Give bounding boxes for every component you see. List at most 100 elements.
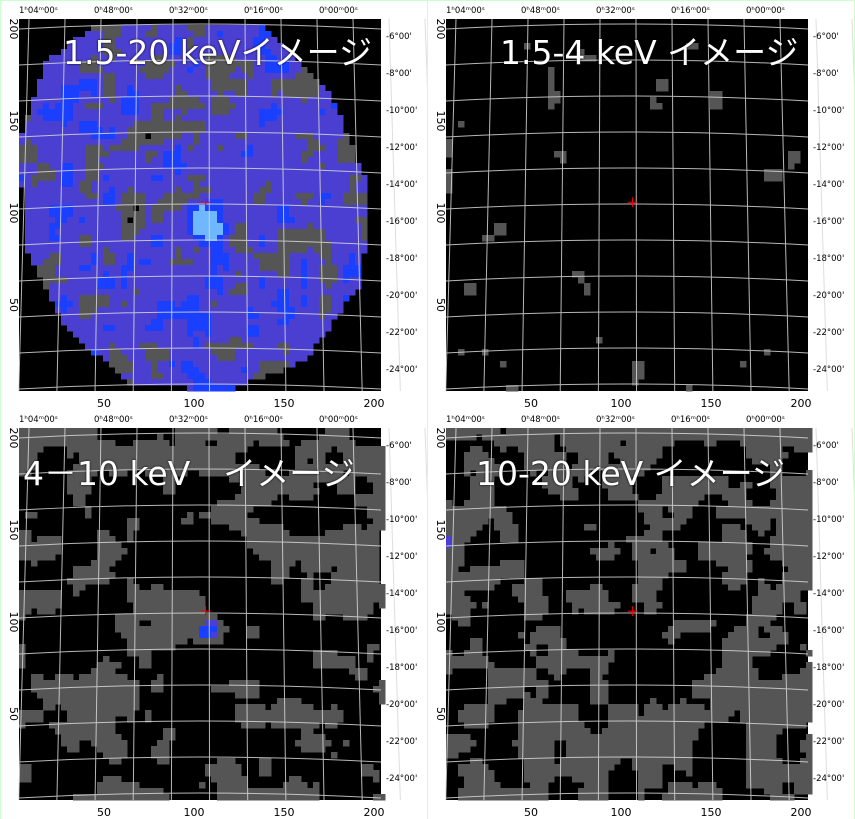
intensity-pixel [301,794,308,801]
intensity-pixel [121,632,128,639]
intensity-pixel [277,554,284,561]
ra-gridline [671,18,676,392]
intensity-pixel [235,307,242,314]
intensity-pixel [211,770,218,777]
intensity-pixel [307,91,314,98]
intensity-pixel [115,85,122,92]
intensity-pixel [175,590,182,597]
intensity-pixel [187,319,194,326]
intensity-pixel [73,175,80,182]
intensity-pixel [127,518,134,525]
intensity-pixel [67,716,74,723]
intensity-pixel [139,241,146,248]
intensity-pixel [301,494,308,501]
intensity-pixel [169,31,176,38]
intensity-pixel [271,145,278,152]
intensity-pixel [133,217,140,224]
intensity-pixel [289,217,296,224]
intensity-pixel [19,470,26,477]
intensity-pixel [115,680,122,687]
intensity-pixel [265,289,272,296]
intensity-pixel [181,602,188,609]
intensity-pixel [211,211,218,218]
intensity-pixel [193,283,200,290]
intensity-pixel [79,704,86,711]
intensity-pixel [91,440,98,447]
intensity-pixel [259,428,266,435]
intensity-pixel [229,500,236,507]
intensity-pixel [349,289,356,296]
intensity-pixel [265,73,272,80]
intensity-pixel [175,289,182,296]
intensity-pixel [127,379,134,386]
intensity-pixel [157,361,164,368]
intensity-pixel [758,452,765,459]
intensity-pixel [235,692,242,699]
intensity-pixel [271,524,278,531]
intensity-pixel [85,157,92,164]
intensity-pixel [31,163,38,170]
intensity-pixel [61,686,68,693]
intensity-pixel [247,355,254,362]
intensity-pixel [265,55,272,62]
intensity-pixel [199,25,206,32]
intensity-pixel [211,79,218,86]
intensity-pixel [205,343,212,350]
intensity-pixel [325,650,332,657]
intensity-pixel [253,271,260,278]
intensity-pixel [301,584,308,591]
intensity-pixel [337,482,344,489]
intensity-pixel [632,446,639,453]
intensity-pixel [470,452,477,459]
intensity-pixel [145,241,152,248]
intensity-pixel [361,674,368,681]
intensity-pixel [650,434,657,441]
intensity-pixel [151,337,158,344]
intensity-pixel [103,710,110,717]
intensity-pixel [139,650,146,657]
intensity-pixel [145,602,152,609]
intensity-pixel [638,428,645,435]
intensity-pixel [115,470,122,477]
intensity-pixel [506,434,513,441]
intensity-pixel [301,482,308,489]
source-position-marker [200,197,211,208]
intensity-pixel [313,127,320,134]
intensity-pixel [55,265,62,272]
intensity-pixel [115,199,122,206]
intensity-pixel [175,211,182,218]
intensity-pixel [91,235,98,242]
intensity-pixel [229,133,236,140]
intensity-pixel [85,151,92,158]
intensity-pixel [343,295,350,302]
intensity-pixel [806,446,813,453]
intensity-pixel [662,482,669,489]
intensity-pixel [301,740,308,747]
intensity-pixel [265,716,272,723]
intensity-pixel [181,169,188,176]
intensity-pixel [337,199,344,206]
intensity-pixel [199,446,206,453]
intensity-pixel [566,446,573,453]
intensity-pixel [103,283,110,290]
intensity-pixel [446,151,453,158]
intensity-pixel [241,446,248,453]
intensity-pixel [175,247,182,254]
intensity-pixel [349,187,356,194]
intensity-pixel [247,476,254,483]
intensity-pixel [229,121,236,128]
intensity-pixel [121,289,128,296]
intensity-pixel [229,686,236,693]
intensity-pixel [223,518,230,525]
intensity-pixel [295,133,302,140]
intensity-pixel [103,349,110,356]
intensity-pixel [301,458,308,465]
intensity-pixel [313,536,320,543]
intensity-pixel [181,25,188,32]
intensity-pixel [325,127,332,134]
intensity-pixel [283,235,290,242]
intensity-pixel [109,794,116,801]
intensity-pixel [49,608,56,615]
intensity-pixel [115,241,122,248]
intensity-pixel [313,91,320,98]
